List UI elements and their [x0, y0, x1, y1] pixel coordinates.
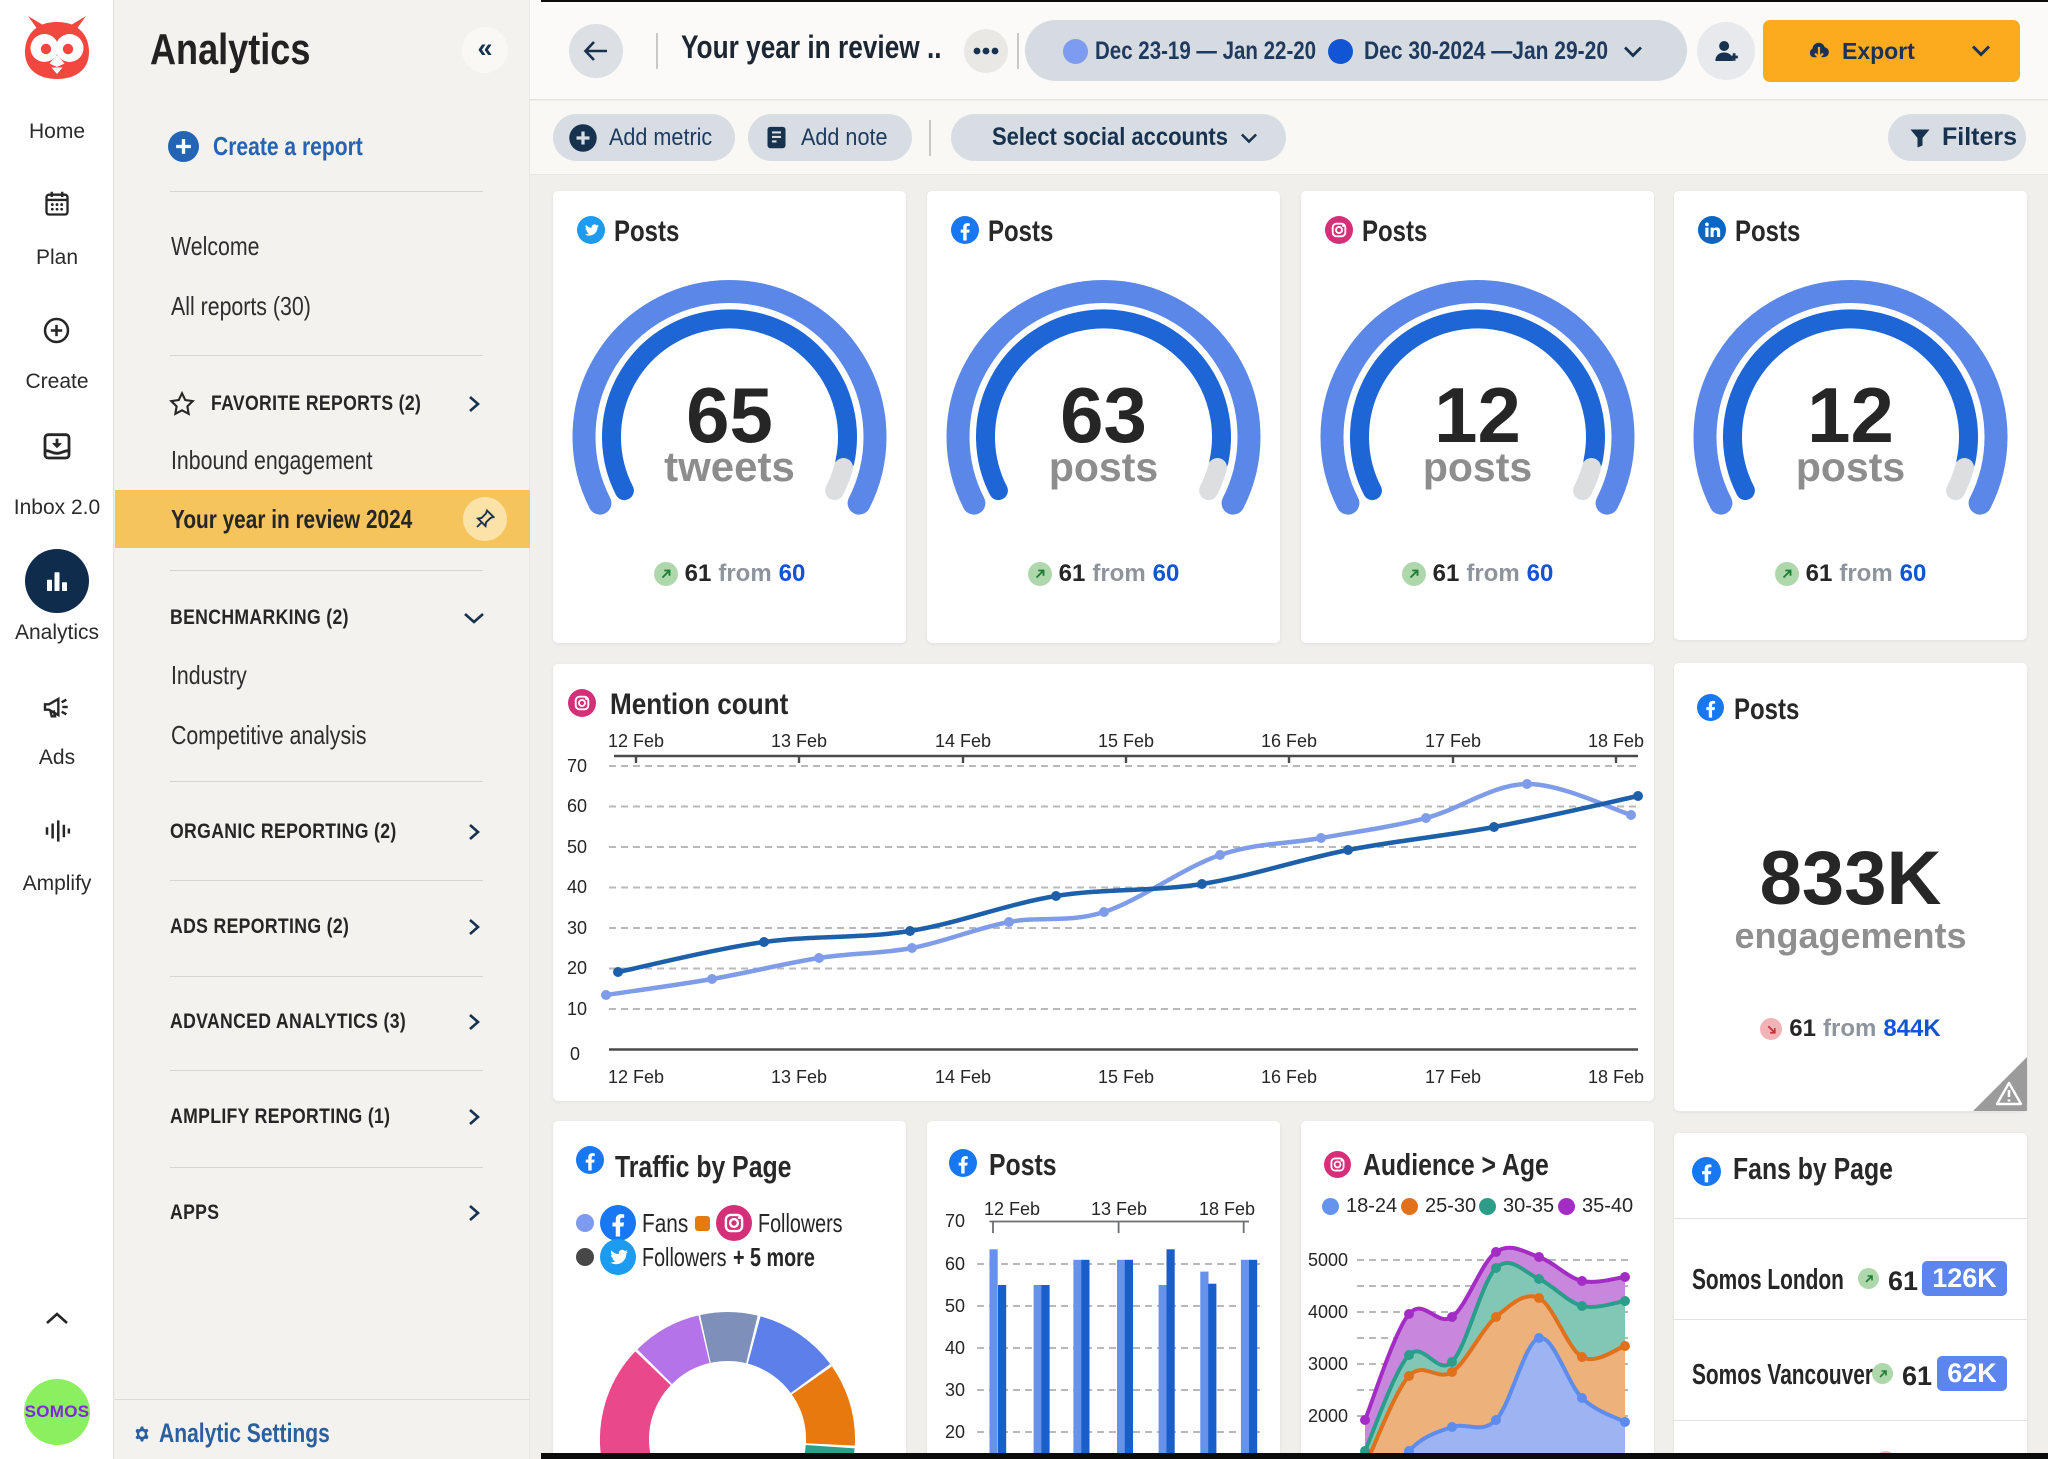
svg-text:12 Feb: 12 Feb: [984, 1199, 1040, 1219]
svg-text:12 Feb: 12 Feb: [608, 731, 664, 751]
svg-text:63: 63: [1060, 371, 1147, 459]
svg-text:50: 50: [567, 837, 587, 857]
svg-text:20: 20: [567, 958, 587, 978]
svg-text:70: 70: [567, 756, 587, 776]
svg-text:posts: posts: [1049, 444, 1158, 490]
svg-text:posts: posts: [1796, 444, 1905, 490]
svg-text:13 Feb: 13 Feb: [1091, 1199, 1147, 1219]
svg-text:0: 0: [570, 1044, 580, 1064]
svg-text:16 Feb: 16 Feb: [1261, 731, 1317, 751]
svg-text:40: 40: [945, 1338, 965, 1358]
svg-text:18 Feb: 18 Feb: [1588, 1067, 1644, 1087]
svg-text:30: 30: [567, 918, 587, 938]
svg-text:10: 10: [567, 999, 587, 1019]
svg-text:13 Feb: 13 Feb: [771, 731, 827, 751]
svg-text:18 Feb: 18 Feb: [1588, 731, 1644, 751]
svg-text:50: 50: [945, 1296, 965, 1316]
svg-text:tweets: tweets: [664, 443, 795, 490]
svg-text:5000: 5000: [1308, 1250, 1348, 1270]
svg-text:12: 12: [1434, 371, 1521, 459]
svg-text:15 Feb: 15 Feb: [1098, 1067, 1154, 1087]
svg-text:3000: 3000: [1308, 1354, 1348, 1374]
svg-text:12 Feb: 12 Feb: [608, 1067, 664, 1087]
svg-text:16 Feb: 16 Feb: [1261, 1067, 1317, 1087]
svg-text:60: 60: [567, 796, 587, 816]
svg-text:65: 65: [686, 371, 773, 459]
svg-text:14 Feb: 14 Feb: [935, 731, 991, 751]
svg-text:15 Feb: 15 Feb: [1098, 731, 1154, 751]
svg-text:4000: 4000: [1308, 1302, 1348, 1322]
svg-text:12: 12: [1807, 371, 1894, 459]
svg-text:2000: 2000: [1308, 1406, 1348, 1426]
svg-text:20: 20: [945, 1422, 965, 1442]
svg-text:17 Feb: 17 Feb: [1425, 1067, 1481, 1087]
svg-text:14 Feb: 14 Feb: [935, 1067, 991, 1087]
svg-text:17 Feb: 17 Feb: [1425, 731, 1481, 751]
svg-text:13 Feb: 13 Feb: [771, 1067, 827, 1087]
svg-text:40: 40: [567, 877, 587, 897]
svg-text:70: 70: [945, 1211, 965, 1231]
svg-text:posts: posts: [1423, 444, 1532, 490]
svg-text:30: 30: [945, 1380, 965, 1400]
svg-text:60: 60: [945, 1254, 965, 1274]
svg-text:18 Feb: 18 Feb: [1199, 1199, 1255, 1219]
